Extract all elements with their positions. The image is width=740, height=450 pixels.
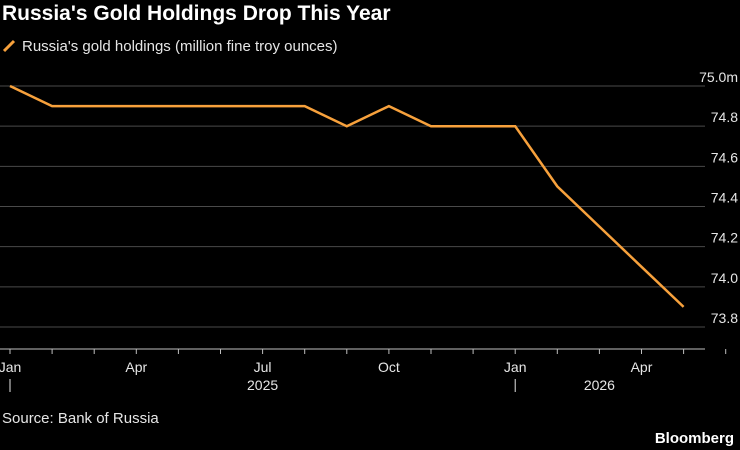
series-line (9, 84, 685, 308)
y-tick-label: 75.0m (699, 69, 738, 85)
legend-label: Russia's gold holdings (million fine tro… (22, 37, 338, 55)
y-tick-label: 73.8 (711, 310, 738, 326)
x-tick-label: Jan (504, 359, 527, 375)
y-tick-label: 74.0 (711, 270, 738, 286)
chart-title: Russia's Gold Holdings Drop This Year (2, 2, 391, 25)
y-tick-label: 74.8 (711, 109, 738, 125)
x-tick-label: Apr (631, 359, 653, 375)
x-tick-label: Jul (254, 359, 272, 375)
source-note: Source: Bank of Russia (2, 410, 159, 427)
x-tick-label: Apr (125, 359, 147, 375)
y-tick-label: 74.2 (711, 230, 738, 246)
year-label: 2026 (584, 377, 615, 393)
y-tick-label: 74.6 (711, 149, 738, 165)
legend-swatch-icon (2, 39, 16, 53)
brand-logo: Bloomberg (654, 430, 734, 447)
year-label: 2025 (247, 377, 278, 393)
y-tick-label: 74.4 (711, 190, 738, 206)
x-tick-label: Jan (0, 359, 21, 375)
legend: Russia's gold holdings (million fine tro… (2, 37, 338, 55)
x-tick-label: Oct (378, 359, 400, 375)
